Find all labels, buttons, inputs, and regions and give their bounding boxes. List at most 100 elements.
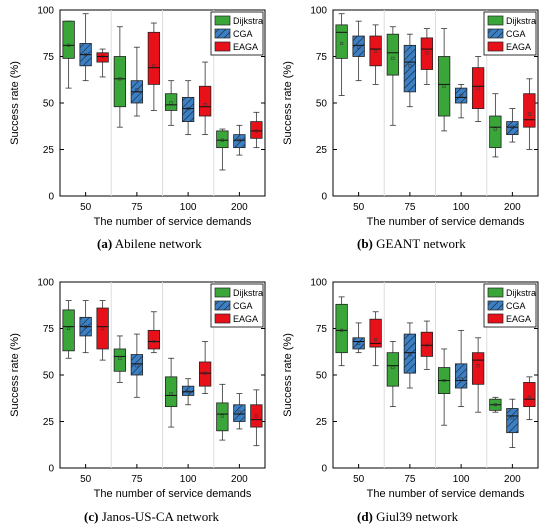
x-tick-label: 75 (131, 474, 143, 485)
mean-marker (391, 366, 395, 370)
y-axis-label: Success rate (%) (282, 61, 294, 145)
box-eaga-100 (471, 337, 485, 413)
x-tick-label: 200 (231, 202, 248, 213)
box-dijkstra-50 (335, 13, 348, 96)
box-dijkstra-100 (164, 357, 178, 428)
box-eaga-75 (147, 22, 161, 111)
box-body (369, 318, 382, 348)
mean-marker (101, 54, 105, 59)
legend: Dijkstra CGA EAGA (483, 283, 537, 328)
box-eaga-200 (523, 376, 536, 421)
y-tick-label: 75 (43, 324, 55, 335)
box-dijkstra-75 (113, 26, 127, 128)
mean-marker (101, 326, 105, 331)
caption-a-letter: (a) (97, 236, 113, 251)
legend-swatch-cga (487, 300, 504, 311)
box-body (130, 354, 144, 376)
x-tick-label: 200 (504, 474, 521, 485)
box-body (250, 404, 263, 428)
box-body (198, 85, 212, 117)
mean-marker (527, 112, 531, 116)
caption-b-text: GEANT network (376, 236, 466, 251)
x-axis-label: The number of service demands (367, 216, 525, 228)
box-body (181, 97, 195, 122)
mean-marker (186, 107, 190, 111)
mean-marker (135, 88, 139, 92)
box-dijkstra-100 (437, 28, 451, 132)
y-tick-label: 75 (316, 324, 328, 335)
y-tick-label: 25 (43, 417, 55, 428)
chart-panel-3: 0 25 50 75 100 Success rate (%) 50 75 100 200 The … (9, 278, 266, 500)
mean-marker (459, 377, 463, 381)
y-tick-label: 25 (316, 417, 328, 428)
y-tick-label: 50 (316, 99, 328, 110)
box-body (454, 363, 468, 389)
box-body (454, 87, 468, 104)
mean-marker (408, 352, 412, 357)
x-tick-label: 75 (131, 202, 143, 213)
y-tick-label: 25 (43, 145, 55, 156)
mean-marker (118, 356, 122, 360)
y-tick-label: 50 (43, 371, 55, 382)
legend-label-cga: CGA (506, 301, 526, 311)
box-body (420, 37, 434, 70)
legend: Dijkstra CGA EAGA (483, 11, 537, 56)
chart-panel-4: 0 25 50 75 100 Success rate (%) 50 75 100 200 The … (282, 278, 539, 500)
box-body (369, 35, 382, 67)
y-tick-label: 100 (37, 278, 54, 289)
mean-marker (152, 64, 156, 68)
box-eaga-75 (147, 311, 161, 354)
box-dijkstra-100 (164, 80, 178, 126)
legend-label-dijkstra: Dijkstra (506, 288, 536, 298)
caption-b-letter: (b) (357, 236, 373, 251)
box-eaga-50 (96, 48, 109, 78)
box-body (403, 44, 417, 93)
mean-marker (152, 339, 156, 344)
caption-a-text: Abilene network (114, 236, 202, 251)
legend-label-eaga: EAGA (233, 42, 258, 52)
legend-swatch-dijkstra (214, 15, 231, 26)
mean-marker (237, 138, 241, 142)
y-tick-label: 25 (316, 145, 328, 156)
mean-marker (67, 326, 71, 331)
x-tick-label: 75 (404, 474, 416, 485)
box-dijkstra-200 (489, 93, 502, 158)
y-axis-label: Success rate (%) (9, 333, 21, 417)
box-body (96, 307, 109, 350)
mean-marker (374, 49, 378, 53)
box-body (147, 329, 161, 350)
mean-marker (220, 414, 224, 418)
box-dijkstra-200 (216, 383, 229, 441)
mean-marker (220, 138, 224, 142)
legend-swatch-eaga (487, 41, 504, 52)
box-body (164, 376, 178, 408)
legend-label-dijkstra: Dijkstra (233, 16, 263, 26)
box-eaga-100 (471, 56, 485, 122)
x-tick-label: 75 (404, 202, 416, 213)
mean-marker (442, 84, 446, 88)
legend-swatch-cga (214, 300, 231, 311)
box-body (523, 382, 536, 408)
x-tick-label: 100 (180, 202, 197, 213)
box-cga-200 (233, 124, 246, 156)
x-tick-label: 200 (231, 474, 248, 485)
mean-marker (442, 379, 446, 383)
box-body (386, 352, 400, 387)
box-eaga-100 (198, 341, 212, 394)
box-body (352, 337, 365, 350)
mean-marker (203, 371, 207, 375)
box-body (164, 93, 178, 111)
legend-label-eaga: EAGA (506, 42, 531, 52)
caption-a: (a) Abilene network (97, 236, 202, 252)
box-cga-200 (233, 393, 246, 430)
box-body (113, 348, 127, 372)
legend-label-cga: CGA (233, 29, 253, 39)
mean-marker (340, 41, 344, 46)
box-cga-100 (454, 329, 468, 408)
y-axis-label: Success rate (%) (282, 333, 294, 417)
legend-swatch-dijkstra (487, 15, 504, 26)
box-cga-75 (403, 322, 417, 389)
mean-marker (203, 103, 207, 107)
mean-marker (425, 343, 429, 347)
box-eaga-75 (420, 28, 434, 85)
